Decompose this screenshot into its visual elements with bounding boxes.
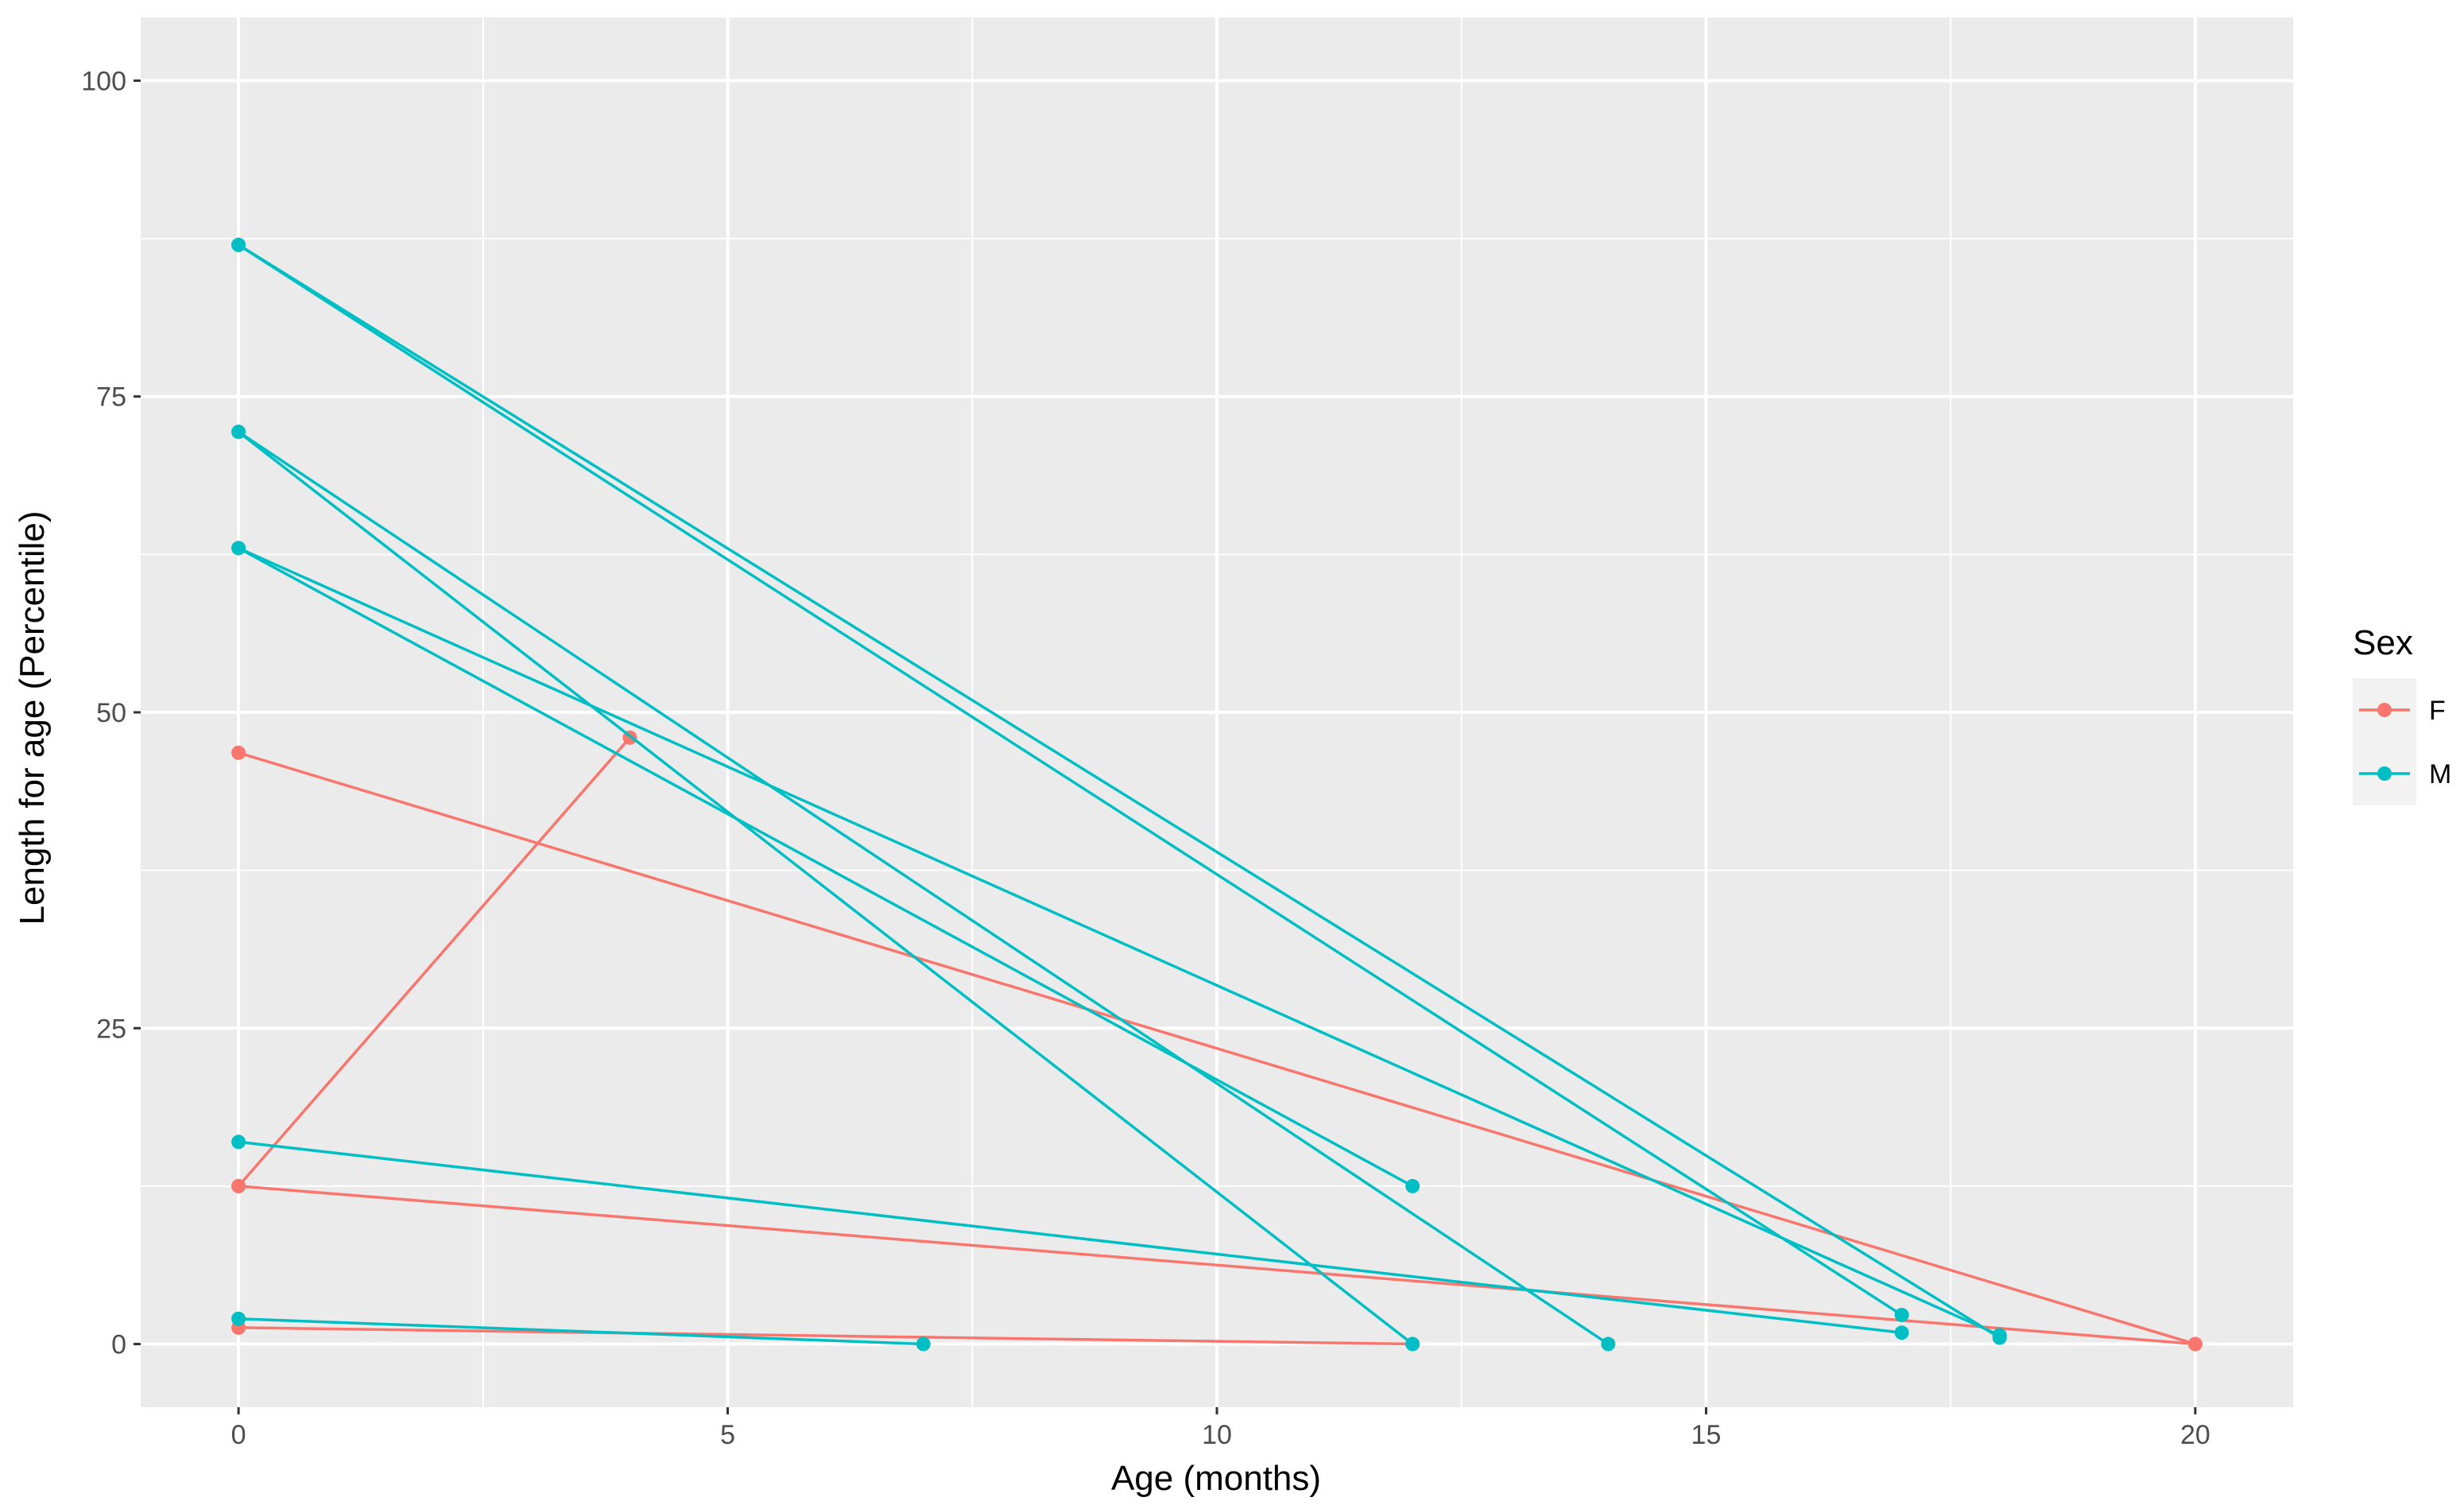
series-line-F <box>238 751 2196 1346</box>
data-point-M <box>231 541 246 556</box>
data-point-F <box>2187 1336 2202 1352</box>
legend: Sex F M <box>2353 623 2451 805</box>
series-line-F <box>238 1326 1413 1346</box>
data-point-M <box>1405 1336 1420 1352</box>
series-line-M <box>238 430 1414 1345</box>
y-tick-label: 50 <box>96 698 126 728</box>
data-point-M <box>1405 1178 1420 1193</box>
y-tick-label: 25 <box>96 1014 126 1044</box>
y-tick-label: 75 <box>96 382 126 413</box>
data-point-M <box>1894 1307 1909 1322</box>
legend-title: Sex <box>2353 623 2413 662</box>
y-tick-label: 100 <box>81 66 126 96</box>
legend-label: F <box>2429 696 2446 726</box>
legend-entry-F: F <box>2353 678 2446 742</box>
legend-entry-M: M <box>2353 742 2451 805</box>
data-point-M <box>1992 1328 2007 1343</box>
series-line-F <box>237 736 631 1188</box>
data-point-M <box>1894 1325 1909 1340</box>
data-point-F <box>231 745 246 760</box>
x-tick-label: 10 <box>1202 1420 1232 1450</box>
series-layer <box>231 238 2202 1352</box>
data-point-M <box>231 1135 246 1150</box>
legend-key-point <box>2377 766 2392 781</box>
data-point-F <box>231 1178 246 1193</box>
legend-key-point <box>2377 703 2392 717</box>
series-line-M <box>238 1140 1902 1334</box>
series-line-M <box>238 243 1903 1317</box>
data-point-M <box>1601 1336 1616 1352</box>
x-axis-title: Age (months) <box>1111 1459 1321 1498</box>
legend-label: M <box>2429 759 2451 789</box>
x-axis: 0 5 10 15 20 <box>231 1407 2210 1450</box>
series-line-M <box>238 546 2001 1337</box>
x-tick-label: 15 <box>1691 1420 1722 1450</box>
series-line-F <box>238 1185 2196 1346</box>
y-axis: 0 25 50 75 100 <box>81 66 141 1360</box>
series-line-M <box>238 546 1414 1188</box>
y-axis-title: Length for age (Percentile) <box>13 511 52 925</box>
data-point-M <box>231 238 246 253</box>
x-tick-label: 20 <box>2180 1420 2210 1450</box>
x-tick-label: 5 <box>720 1420 735 1450</box>
data-point-M <box>231 1311 246 1326</box>
series-line-M <box>238 243 2001 1340</box>
series-M <box>231 238 2007 1352</box>
series-line-M <box>238 1317 924 1346</box>
series-line-M <box>238 430 1610 1346</box>
data-point-M <box>916 1336 931 1352</box>
data-point-M <box>231 425 246 440</box>
y-tick-label: 0 <box>111 1330 126 1360</box>
x-tick-label: 0 <box>231 1420 246 1450</box>
